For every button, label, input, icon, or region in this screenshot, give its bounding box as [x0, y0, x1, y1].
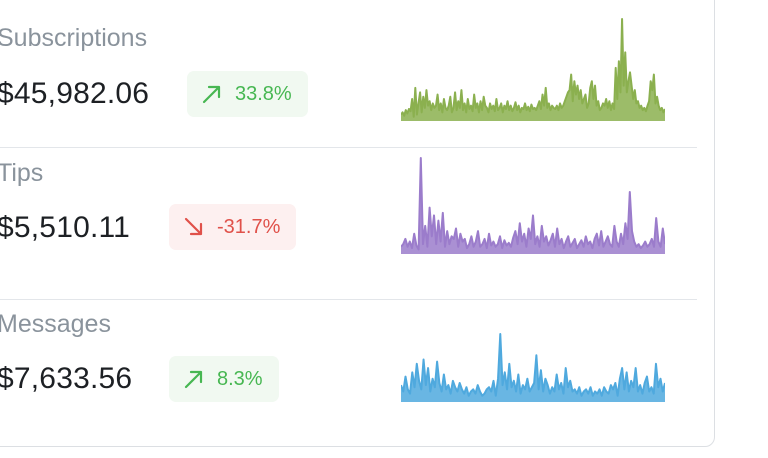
sparkline-area: [401, 334, 665, 402]
messages-sparkline: [401, 333, 665, 402]
sparkline-area: [401, 19, 665, 121]
subscriptions-sparkline: [401, 18, 665, 121]
arrow-up-right-icon: [202, 85, 221, 104]
sparkline-line: [401, 157, 665, 251]
arrow-up-right-icon: [184, 370, 203, 389]
metric-label: Messages: [0, 310, 111, 338]
change-value: 8.3%: [217, 367, 263, 390]
change-badge: 8.3%: [169, 356, 279, 402]
earnings-card: Subscriptions $45,982.06 33.8% Tips $5,5…: [0, 0, 715, 447]
sparkline-line: [401, 18, 665, 118]
metric-row-tips: Tips $5,510.11 -31.7%: [0, 147, 697, 300]
metric-amount: $5,510.11: [0, 211, 131, 244]
change-value: 33.8%: [235, 82, 292, 105]
metric-amount: $45,982.06: [0, 77, 150, 110]
change-value: -31.7%: [217, 215, 281, 238]
arrow-down-right-icon: [184, 217, 203, 236]
metric-row-messages: Messages $7,633.56 8.3%: [0, 299, 697, 452]
metric-amount: $7,633.56: [0, 362, 133, 395]
metric-row-subscriptions: Subscriptions $45,982.06 33.8%: [0, 0, 697, 133]
change-badge: -31.7%: [169, 204, 297, 250]
sparkline-line: [401, 333, 665, 397]
metric-label: Tips: [0, 159, 44, 187]
change-badge: 33.8%: [187, 71, 308, 117]
tips-sparkline: [401, 157, 665, 254]
metric-label: Subscriptions: [0, 24, 148, 52]
